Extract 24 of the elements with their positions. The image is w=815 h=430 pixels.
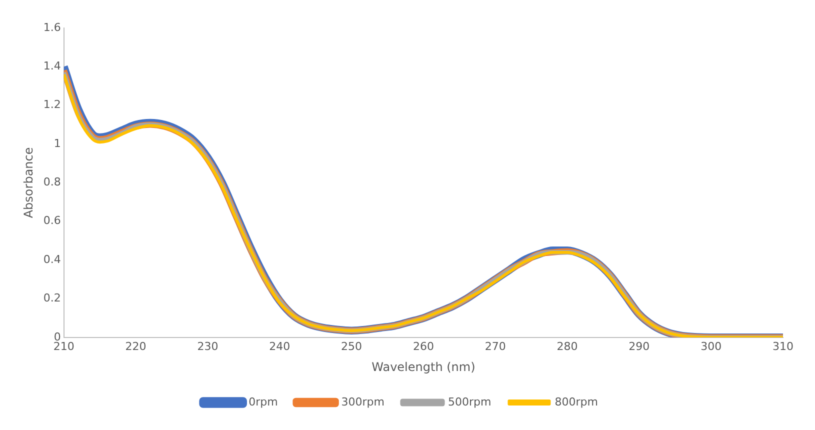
x-tick-label: 220: [125, 340, 146, 353]
x-tick-label: 300: [700, 340, 722, 353]
x-tick-label: 280: [556, 340, 578, 353]
x-tick-label: 250: [341, 340, 362, 353]
legend-label: 0rpm: [248, 395, 278, 408]
x-tick-label: 230: [197, 340, 218, 353]
y-tick-label: 0.2: [43, 292, 61, 305]
y-tick-label: 1.6: [43, 20, 61, 34]
y-tick-label: 1: [54, 136, 61, 150]
x-tick-label: 270: [484, 340, 506, 353]
y-tick-label: 1.2: [43, 98, 61, 112]
y-axis-title: Absorbance: [21, 147, 36, 218]
x-tick-label: 290: [628, 340, 650, 353]
x-axis-title: Wavelength (nm): [372, 360, 476, 374]
x-tick-label: 260: [412, 340, 434, 353]
legend-label: 800rpm: [554, 395, 598, 408]
y-tick-label: 0.8: [43, 176, 61, 189]
legend-label: 500rpm: [448, 395, 492, 408]
y-tick-label: 1.4: [43, 60, 61, 73]
y-tick-label: 0.6: [43, 214, 61, 228]
y-tick-label: 0.4: [43, 252, 61, 266]
legend-label: 300rpm: [341, 395, 385, 408]
x-tick-label: 240: [269, 340, 290, 353]
x-tick-label: 310: [772, 340, 794, 353]
